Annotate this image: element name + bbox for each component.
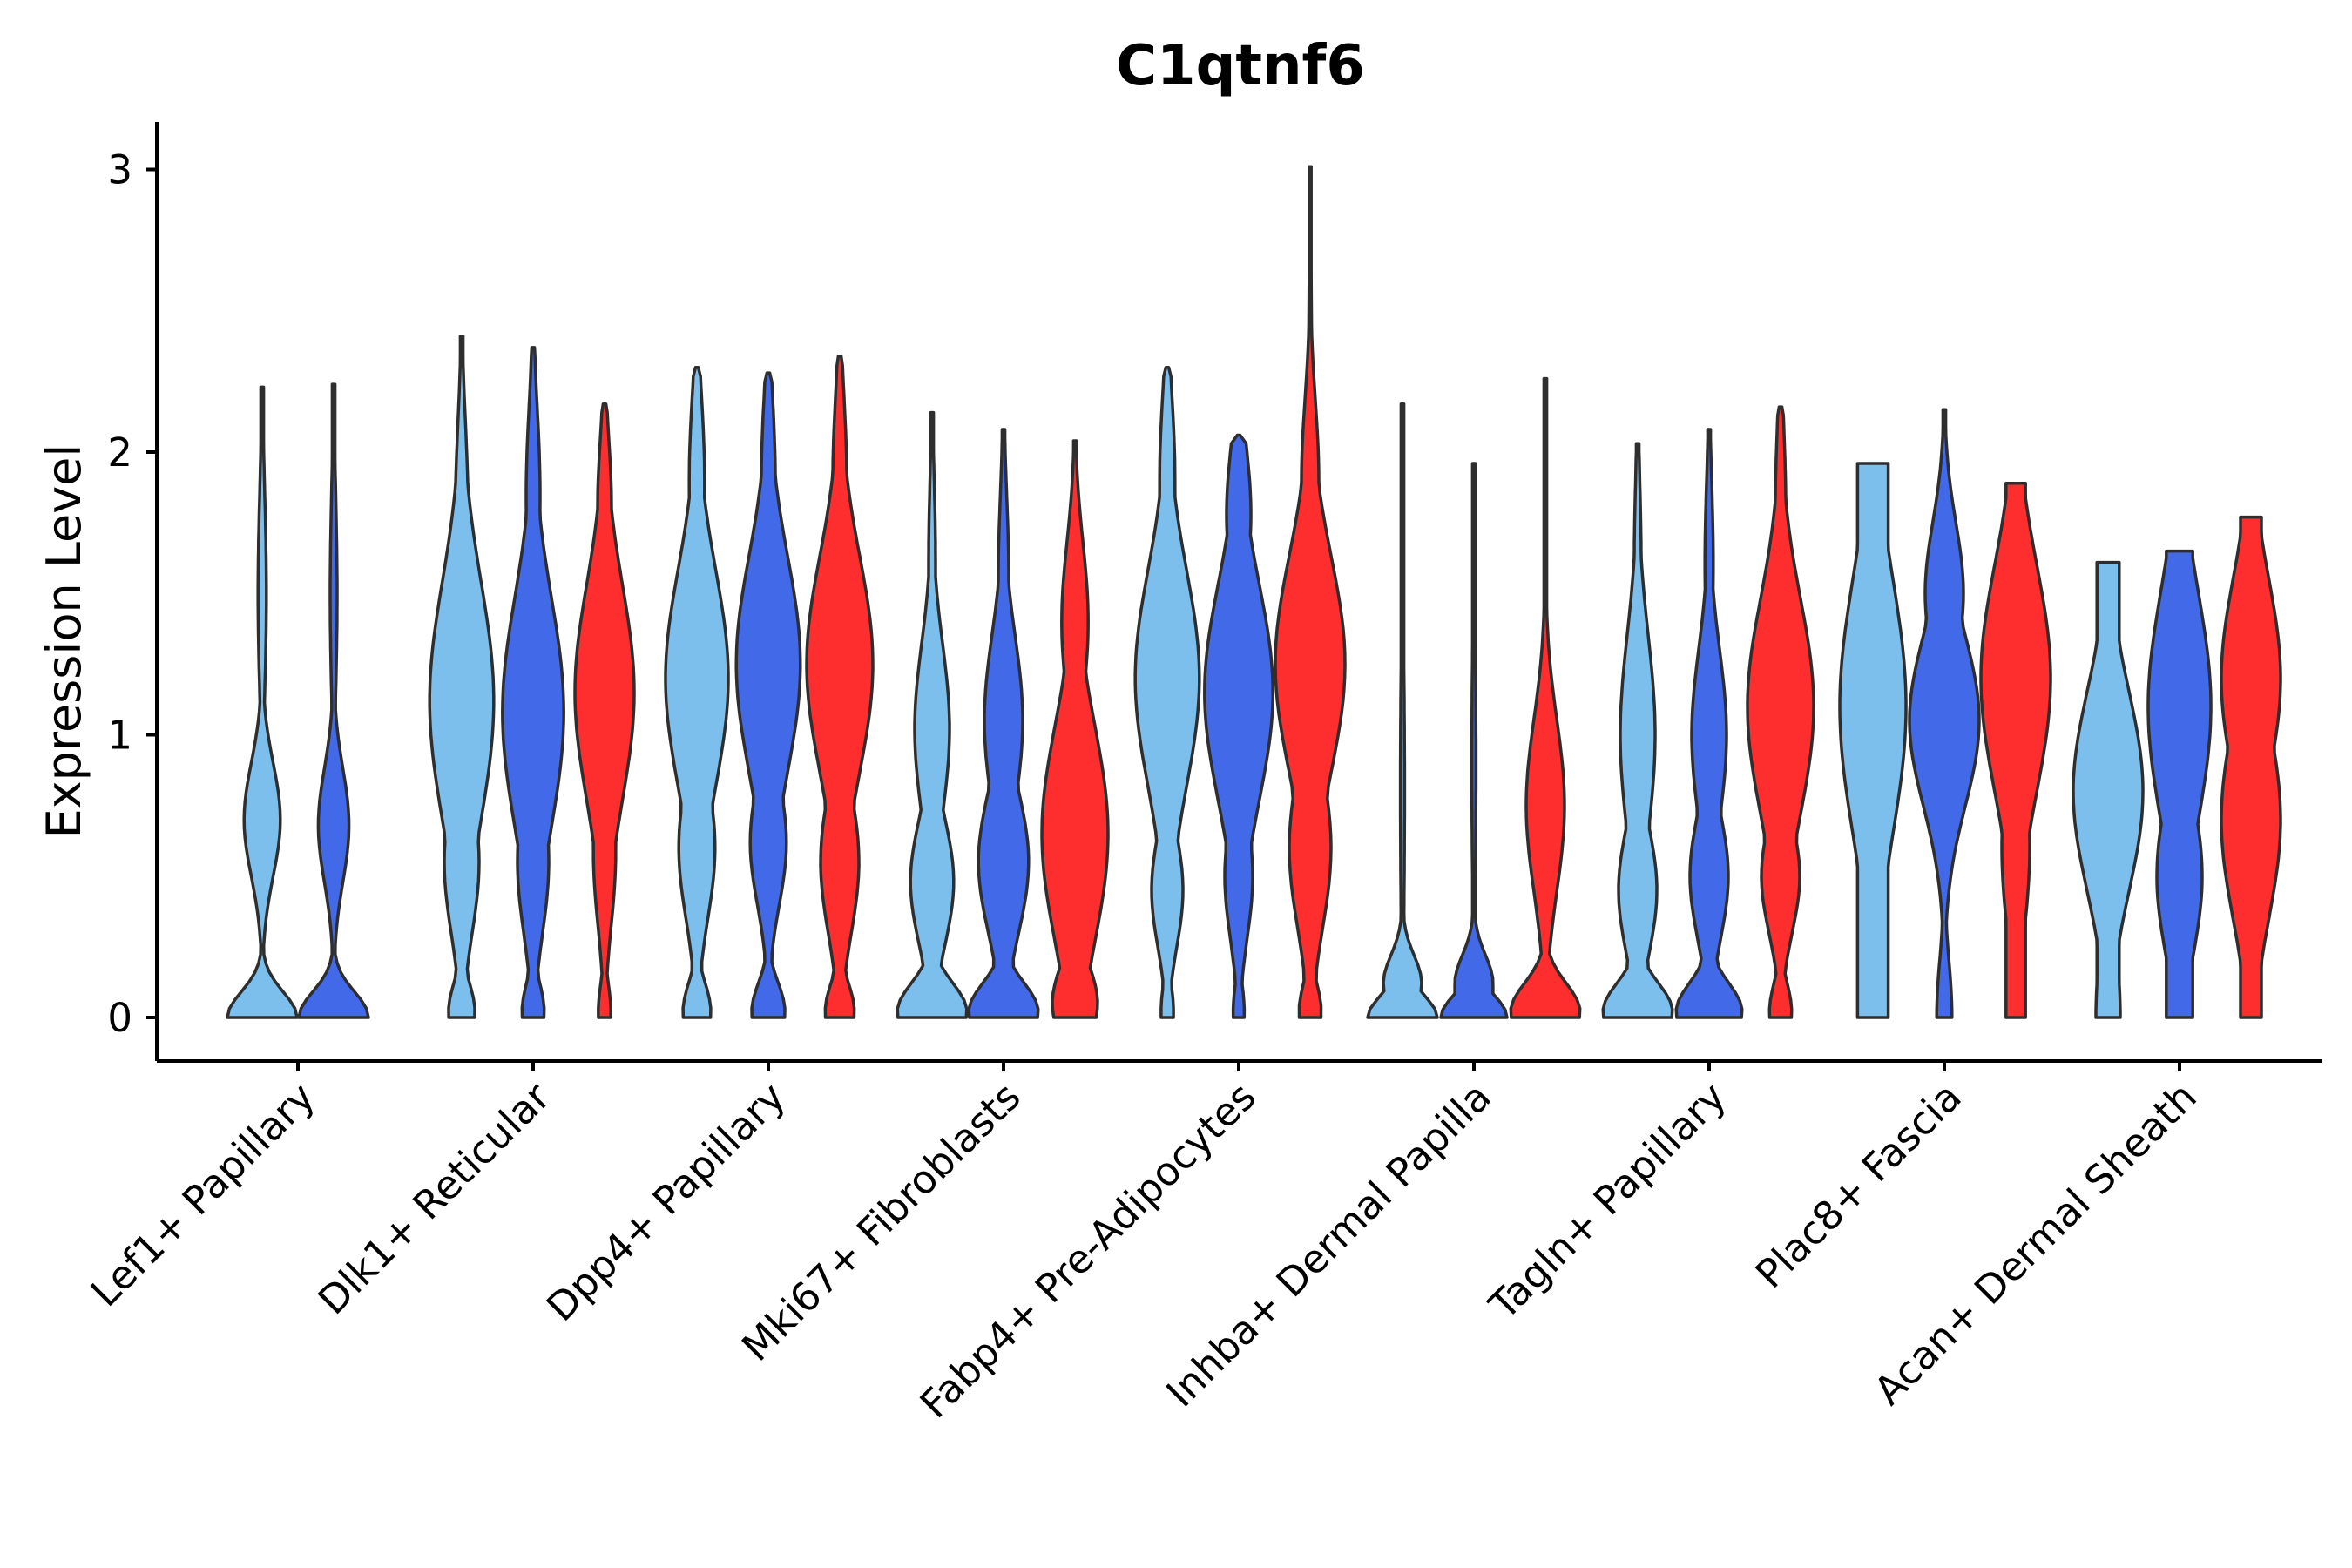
violin-1-1 [501, 346, 565, 1019]
y-axis-ticks: 0 1 2 3 [107, 147, 157, 1041]
violin-1-2 [573, 402, 636, 1019]
violin-6-2 [1746, 405, 1815, 1019]
violin-7-2 [1979, 481, 2052, 1019]
x-tick-label-6: Tagln+ Papillary [1480, 1073, 1735, 1328]
violin-8-0 [2072, 560, 2145, 1019]
violin-8-2 [2220, 515, 2282, 1019]
violin-4-1 [1203, 433, 1274, 1019]
y-axis-label: Expression Level [37, 444, 91, 839]
violin-7-0 [1838, 462, 1908, 1019]
x-tick-label-0: Lef1+ Papillary [82, 1073, 324, 1315]
violin-5-0 [1366, 402, 1439, 1019]
violin-6-1 [1674, 428, 1744, 1019]
violin-7-1 [1908, 408, 1981, 1019]
violin-4-2 [1274, 165, 1347, 1019]
x-tick-label-2: Dpp4+ Papillary [537, 1073, 794, 1330]
violin-4-0 [1133, 365, 1201, 1019]
x-tick-label-7: Plac8+ Fascia [1747, 1073, 1970, 1297]
violin-2-0 [664, 365, 730, 1019]
violin-group [226, 165, 2282, 1019]
violin-1-0 [428, 335, 496, 1019]
violin-8-1 [2146, 549, 2213, 1019]
chart-title: C1qtnf6 [1116, 34, 1365, 98]
violin-5-1 [1439, 462, 1509, 1019]
violin-3-2 [1040, 439, 1110, 1019]
y-tick-label-1: 1 [107, 713, 132, 759]
violin-3-0 [896, 410, 969, 1019]
violin-6-0 [1601, 442, 1674, 1019]
y-tick-label-0: 0 [107, 995, 132, 1041]
violin-5-2 [1509, 376, 1582, 1019]
violin-2-2 [805, 354, 875, 1019]
violin-2-1 [734, 371, 802, 1019]
x-tick-label-1: Dlk1+ Reticular [309, 1073, 559, 1323]
violin-0-1 [297, 382, 370, 1019]
violin-3-1 [967, 428, 1040, 1019]
y-tick-label-2: 2 [107, 429, 132, 476]
y-tick-label-3: 3 [107, 147, 132, 193]
violin-0-0 [226, 385, 299, 1019]
